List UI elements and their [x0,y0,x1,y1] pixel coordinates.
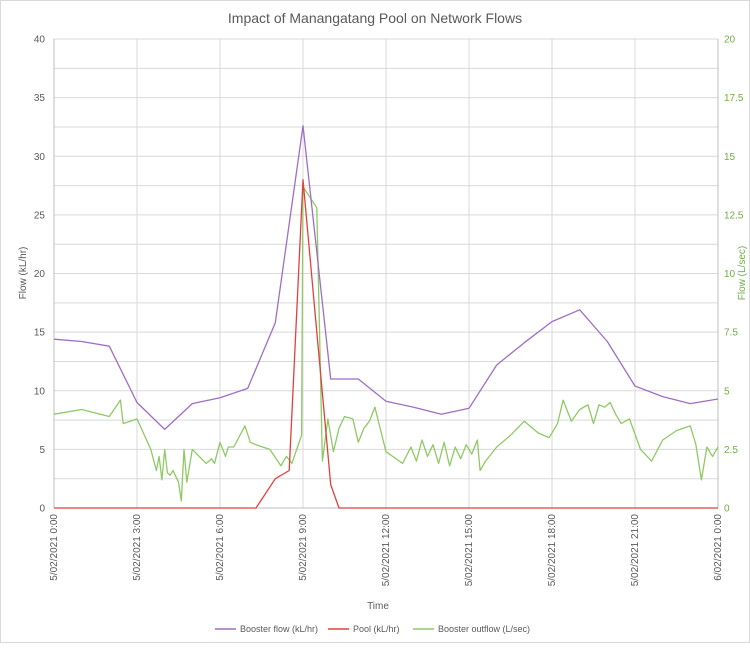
y-right-tick-label: 5 [724,386,730,397]
x-tick-label: 5/02/2021 21:00 [630,514,641,587]
y-right-tick-label: 2.5 [724,445,738,456]
legend-label: Booster flow (kL/hr) [240,624,318,634]
y-right-tick-label: 20 [724,35,736,46]
legend-label: Pool (kL/hr) [353,624,400,634]
x-tick-label: 5/02/2021 6:00 [215,514,226,581]
y-left-tick-label: 10 [34,386,46,397]
y-left-tick-label: 30 [34,152,46,163]
x-tick-label: 5/02/2021 15:00 [464,514,475,587]
x-axis-label: Time [367,601,389,612]
tick-labels: 0 5 10 15 20 25 30 35 40 0 2.5 5 7.5 10 12.5 15 17.5 20 5/… [34,35,744,587]
series-line-1 [54,179,718,509]
y-left-tick-label: 40 [34,35,46,46]
x-tick-label: 5/02/2021 18:00 [547,514,558,587]
y-right-tick-label: 10 [724,269,736,280]
x-tick-label: 5/02/2021 3:00 [132,514,143,581]
grid-lines [53,38,719,509]
y-left-tick-label: 20 [34,269,46,280]
y-left-tick-label: 0 [39,504,45,515]
y-left-tick-label: 35 [34,93,46,104]
x-tick-label: 5/02/2021 12:00 [381,514,392,587]
series-lines [53,125,719,509]
y-right-tick-label: 0 [724,504,730,515]
legend: Booster flow (kL/hr) Pool (kL/hr) Booster … [215,624,530,634]
y-left-tick-label: 25 [34,210,46,221]
y-right-tick-label: 15 [724,152,736,163]
x-tick-label: 5/02/2021 9:00 [298,514,309,581]
x-tick-label: 6/02/2021 0:00 [713,514,724,581]
y-left-tick-label: 5 [39,445,45,456]
series-line-2 [53,186,719,502]
y-left-tick-label: 15 [34,328,46,339]
chart-title: Impact of Manangatang Pool on Network Fl… [228,10,522,26]
series-line-0 [53,125,719,431]
y-right-tick-label: 12.5 [724,210,744,221]
y-right-tick-label: 7.5 [724,328,738,339]
x-tick-label: 5/02/2021 0:00 [49,514,60,581]
y-axis-left-label: Flow (kL/hr) [18,247,29,300]
legend-label: Booster outflow (L/sec) [438,624,530,634]
y-axis-right-label: Flow (L/sec) [737,246,748,300]
y-right-tick-label: 17.5 [724,93,744,104]
